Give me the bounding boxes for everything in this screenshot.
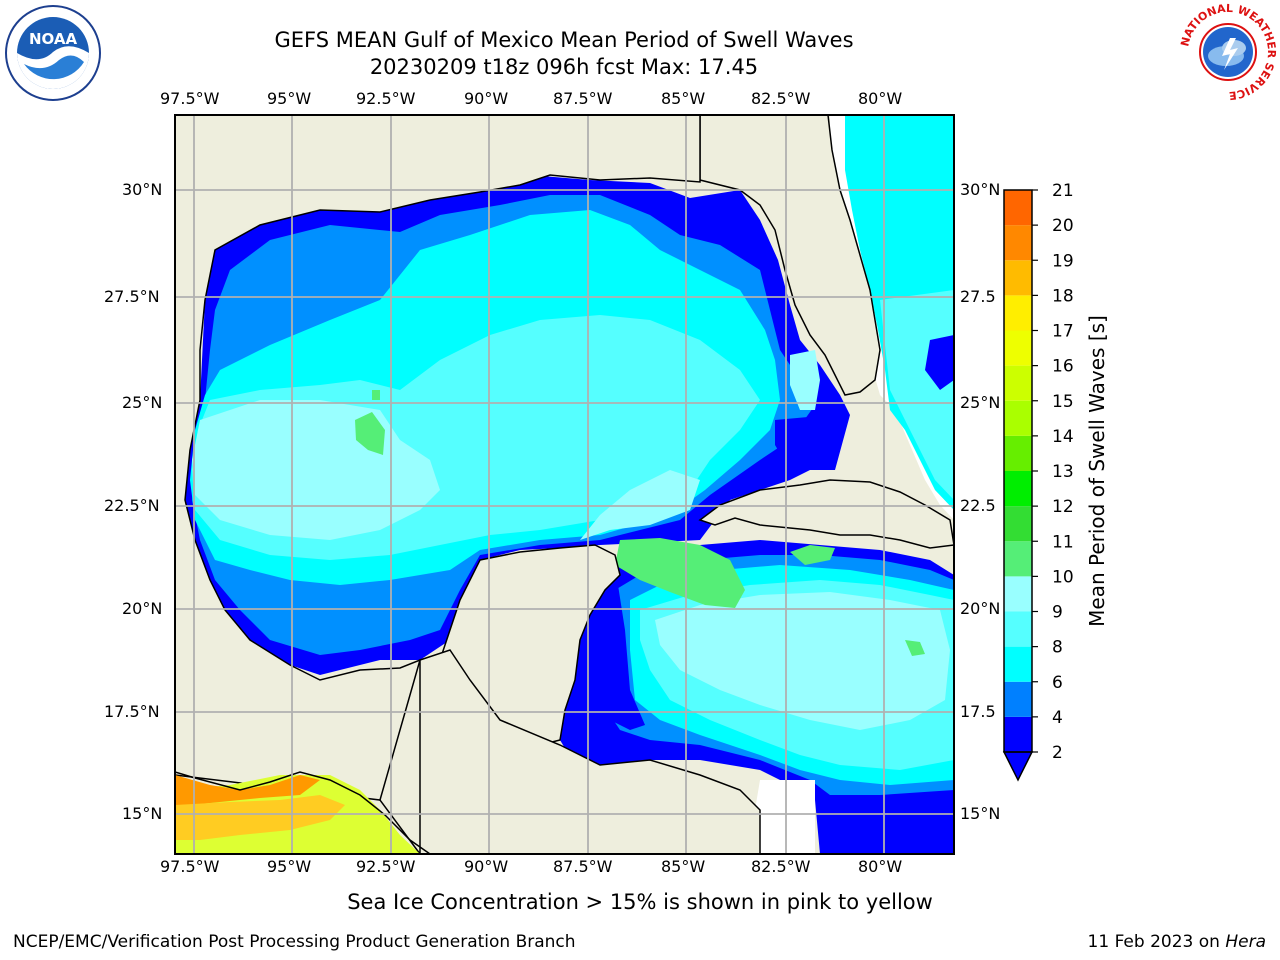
caribbean-green-dot <box>905 640 925 656</box>
lon-label-bottom: 82.5°W <box>751 857 811 876</box>
lat-label-left: 27.5°N <box>104 287 160 306</box>
lat-label-left: 15°N <box>122 804 163 823</box>
colorbar-bin <box>1004 330 1032 366</box>
lat-label-left: 25°N <box>122 393 163 412</box>
colorbar-bin <box>1004 716 1032 752</box>
colorbar-axis-label: Mean Period of Swell Waves [s] <box>1085 315 1109 627</box>
footer-credit: NCEP/EMC/Verification Post Processing Pr… <box>13 932 576 952</box>
colorbar-tick-label: 11 <box>1052 532 1074 552</box>
lon-label-top: 97.5°W <box>160 89 220 108</box>
gulf-west-coast <box>175 115 701 801</box>
map-frame <box>174 114 955 855</box>
caption: Sea Ice Concentration > 15% is shown in … <box>347 890 933 914</box>
lon-label-bottom: 95°W <box>267 857 312 876</box>
colorbar-bin <box>1004 295 1032 331</box>
chart-title: GEFS MEAN Gulf of Mexico Mean Period of … <box>274 28 854 52</box>
chart-subtitle: 20230209 t18z 096h fcst Max: 17.45 <box>369 55 759 79</box>
florida-peninsula <box>699 115 881 396</box>
pacific-swell-orange <box>175 775 320 805</box>
colorbar-bin <box>1004 435 1032 471</box>
colorbar-bin <box>1004 190 1032 226</box>
graticule <box>175 115 954 854</box>
gulf-pale-east <box>580 470 700 540</box>
pacific-coast <box>175 771 431 854</box>
lon-label-bottom: 90°W <box>464 857 509 876</box>
lon-label-bottom: 80°W <box>858 857 903 876</box>
colorbar-bin <box>1004 400 1032 436</box>
lat-label-right: 25°N <box>960 393 1001 412</box>
colorbar-bin <box>1004 681 1032 717</box>
colorbar-tick-label: 8 <box>1052 638 1063 658</box>
lat-label-right: 22.5 <box>960 496 996 515</box>
colorbar-bin <box>1004 365 1032 401</box>
colorbar-tick-label: 9 <box>1052 603 1063 623</box>
noaa-logo: NOAA <box>4 4 102 102</box>
noaa-logo-text: NOAA <box>29 30 78 48</box>
colorbar-bin <box>1004 471 1032 507</box>
colorbar-extend-triangle <box>1002 751 1034 782</box>
colorbar-tick-label: 10 <box>1052 567 1074 587</box>
lon-label-bottom: 92.5°W <box>356 857 416 876</box>
lat-label-right: 15°N <box>960 804 1001 823</box>
colorbar-bin <box>1004 506 1032 542</box>
lat-label-left: 20°N <box>122 599 163 618</box>
lat-label-left: 30°N <box>122 180 163 199</box>
florida-straits-deep <box>775 415 845 470</box>
lat-label-left: 22.5°N <box>104 496 160 515</box>
colorbar-bin <box>1004 646 1032 682</box>
lon-label-top: 85°W <box>661 89 706 108</box>
nws-logo: NATIONAL WEATHER SERVICE <box>1178 2 1278 102</box>
gulf-green-dot <box>372 390 380 400</box>
lat-label-right: 17.5 <box>960 702 996 721</box>
colorbar-tick-label: 14 <box>1052 427 1074 447</box>
colorbar-tick-label: 12 <box>1052 497 1074 517</box>
colorbar-tick-label: 6 <box>1052 673 1063 693</box>
florida-straits-pale <box>790 350 820 410</box>
colorbar-bin <box>1004 611 1032 647</box>
caribbean-basin-pale <box>655 592 950 730</box>
lat-label-right: 20°N <box>960 599 1001 618</box>
pacific-swell-light-orange <box>175 795 345 840</box>
colorbar-tick-label: 15 <box>1052 392 1074 412</box>
colorbar: 2 4 6 8 9 10 11 12 13 14 15 16 17 18 19 20 21 <box>1002 181 1074 782</box>
colorbar-tick-label: 4 <box>1052 708 1063 728</box>
colorbar-tick-label: 13 <box>1052 462 1074 482</box>
lon-label-top: 95°W <box>267 89 312 108</box>
lon-label-top: 80°W <box>858 89 903 108</box>
colorbar-bin <box>1004 576 1032 612</box>
lon-label-bottom: 87.5°W <box>553 857 613 876</box>
lon-label-top: 82.5°W <box>751 89 811 108</box>
colorbar-tick-label: 18 <box>1052 286 1074 306</box>
colorbar-tick-label: 21 <box>1052 181 1074 201</box>
colorbar-bin <box>1004 260 1032 296</box>
gulf-green-patch <box>355 412 385 455</box>
colorbar-tick-label: 16 <box>1052 357 1074 377</box>
colorbar-tick-label: 2 <box>1052 743 1063 763</box>
footer-host: Hera <box>1225 932 1266 952</box>
colorbar-bin <box>1004 541 1032 577</box>
caribbean-deep-west <box>585 585 645 730</box>
colorbar-tick-label: 17 <box>1052 322 1074 342</box>
caribbean-green-patch <box>615 538 745 608</box>
colorbar-bin <box>1004 225 1032 261</box>
cuba-island <box>698 479 954 549</box>
lon-label-top: 90°W <box>464 89 509 108</box>
footer-date-prefix: 11 Feb 2023 on <box>1087 932 1226 952</box>
atlantic-deep <box>925 335 954 390</box>
colorbar-tick-label: 20 <box>1052 216 1074 236</box>
footer-date: 11 Feb 2023 on Hera <box>1088 932 1266 952</box>
colorbar-tick-label: 19 <box>1052 251 1074 271</box>
caribbean-green-spot <box>790 545 835 565</box>
lon-label-bottom: 97.5°W <box>160 857 220 876</box>
lon-label-top: 87.5°W <box>553 89 613 108</box>
lat-label-left: 17.5°N <box>104 702 160 721</box>
lat-label-right: 30°N <box>960 180 1001 199</box>
lon-label-top: 92.5°W <box>356 89 416 108</box>
caribbean-white-gap <box>755 780 815 854</box>
lon-label-bottom: 85°W <box>661 857 706 876</box>
lat-label-right: 27.5 <box>960 287 996 306</box>
